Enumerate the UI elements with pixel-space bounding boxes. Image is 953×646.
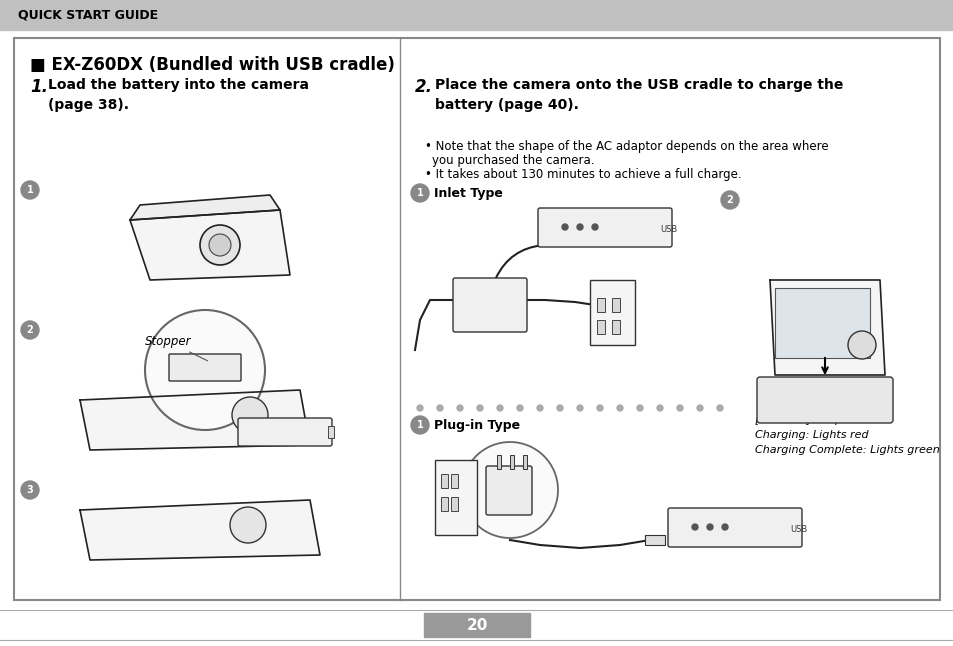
Circle shape — [21, 181, 39, 199]
FancyBboxPatch shape — [237, 418, 332, 446]
Circle shape — [617, 405, 622, 411]
Circle shape — [436, 405, 442, 411]
Text: you purchased the camera.: you purchased the camera. — [432, 154, 594, 167]
Circle shape — [232, 397, 268, 433]
Circle shape — [637, 405, 642, 411]
Circle shape — [657, 405, 662, 411]
Circle shape — [592, 224, 598, 230]
Text: Place the camera onto the USB cradle to charge the
battery (page 40).: Place the camera onto the USB cradle to … — [435, 78, 842, 112]
Text: 2: 2 — [27, 325, 33, 335]
Bar — [597, 298, 604, 312]
Text: 1.: 1. — [30, 78, 48, 96]
Text: • Note that the shape of the AC adaptor depends on the area where: • Note that the shape of the AC adaptor … — [424, 140, 828, 153]
Bar — [497, 455, 500, 469]
Text: 20: 20 — [466, 618, 487, 632]
FancyBboxPatch shape — [757, 377, 892, 423]
Bar — [423, 613, 530, 637]
Bar — [510, 455, 514, 469]
Circle shape — [21, 321, 39, 339]
Circle shape — [597, 405, 602, 411]
Polygon shape — [130, 210, 290, 280]
Bar — [435, 460, 476, 535]
Bar — [440, 474, 448, 488]
Circle shape — [456, 405, 462, 411]
Text: QUICK START GUIDE: QUICK START GUIDE — [18, 8, 158, 21]
Text: ■ EX-Z60DX (Bundled with USB cradle): ■ EX-Z60DX (Bundled with USB cradle) — [30, 56, 395, 74]
Circle shape — [200, 225, 240, 265]
Text: 1: 1 — [27, 185, 33, 195]
Text: • It takes about 130 minutes to achieve a full charge.: • It takes about 130 minutes to achieve … — [424, 168, 740, 181]
Text: Plug-in Type: Plug-in Type — [434, 419, 519, 432]
Bar — [612, 320, 619, 334]
Text: Load the battery into the camera
(page 38).: Load the battery into the camera (page 3… — [48, 78, 309, 112]
FancyBboxPatch shape — [667, 508, 801, 547]
Circle shape — [561, 224, 567, 230]
Text: USB: USB — [789, 525, 806, 534]
Text: [CHARGE] lamp
Charging: Lights red
Charging Complete: Lights green: [CHARGE] lamp Charging: Lights red Charg… — [754, 415, 939, 455]
Text: Stopper: Stopper — [145, 335, 208, 360]
Circle shape — [691, 524, 698, 530]
Text: 2.: 2. — [415, 78, 433, 96]
Bar — [328, 426, 334, 438]
Circle shape — [697, 405, 702, 411]
Circle shape — [537, 405, 542, 411]
Bar — [644, 535, 664, 545]
Circle shape — [517, 405, 522, 411]
Bar — [612, 298, 619, 312]
Circle shape — [209, 234, 231, 256]
Circle shape — [706, 524, 712, 530]
Circle shape — [411, 184, 429, 202]
Bar — [451, 497, 457, 511]
Circle shape — [230, 507, 266, 543]
Bar — [522, 455, 526, 469]
Bar — [774, 288, 869, 358]
Circle shape — [411, 416, 429, 434]
FancyBboxPatch shape — [169, 354, 241, 381]
Polygon shape — [130, 195, 280, 220]
Circle shape — [416, 405, 422, 411]
Circle shape — [720, 191, 739, 209]
Circle shape — [145, 310, 265, 430]
Circle shape — [497, 405, 502, 411]
FancyBboxPatch shape — [537, 208, 671, 247]
Text: Inlet Type: Inlet Type — [434, 187, 502, 200]
Circle shape — [577, 405, 582, 411]
Bar — [14, 38, 939, 600]
Bar — [0, 0, 953, 30]
Circle shape — [476, 405, 482, 411]
Text: USB: USB — [659, 225, 677, 234]
Circle shape — [577, 224, 582, 230]
Circle shape — [557, 405, 562, 411]
Polygon shape — [80, 390, 310, 450]
Polygon shape — [769, 280, 884, 375]
Circle shape — [721, 524, 727, 530]
FancyBboxPatch shape — [485, 466, 532, 515]
Bar — [597, 320, 604, 334]
Circle shape — [717, 405, 722, 411]
Polygon shape — [80, 500, 319, 560]
Circle shape — [461, 442, 558, 538]
Text: 3: 3 — [27, 485, 33, 495]
Bar — [589, 280, 635, 345]
Circle shape — [847, 331, 875, 359]
FancyBboxPatch shape — [453, 278, 526, 332]
Circle shape — [21, 481, 39, 499]
Text: 2: 2 — [726, 195, 733, 205]
Circle shape — [677, 405, 682, 411]
Bar — [451, 474, 457, 488]
Text: 1: 1 — [416, 188, 423, 198]
Bar — [440, 497, 448, 511]
Text: 1: 1 — [416, 420, 423, 430]
